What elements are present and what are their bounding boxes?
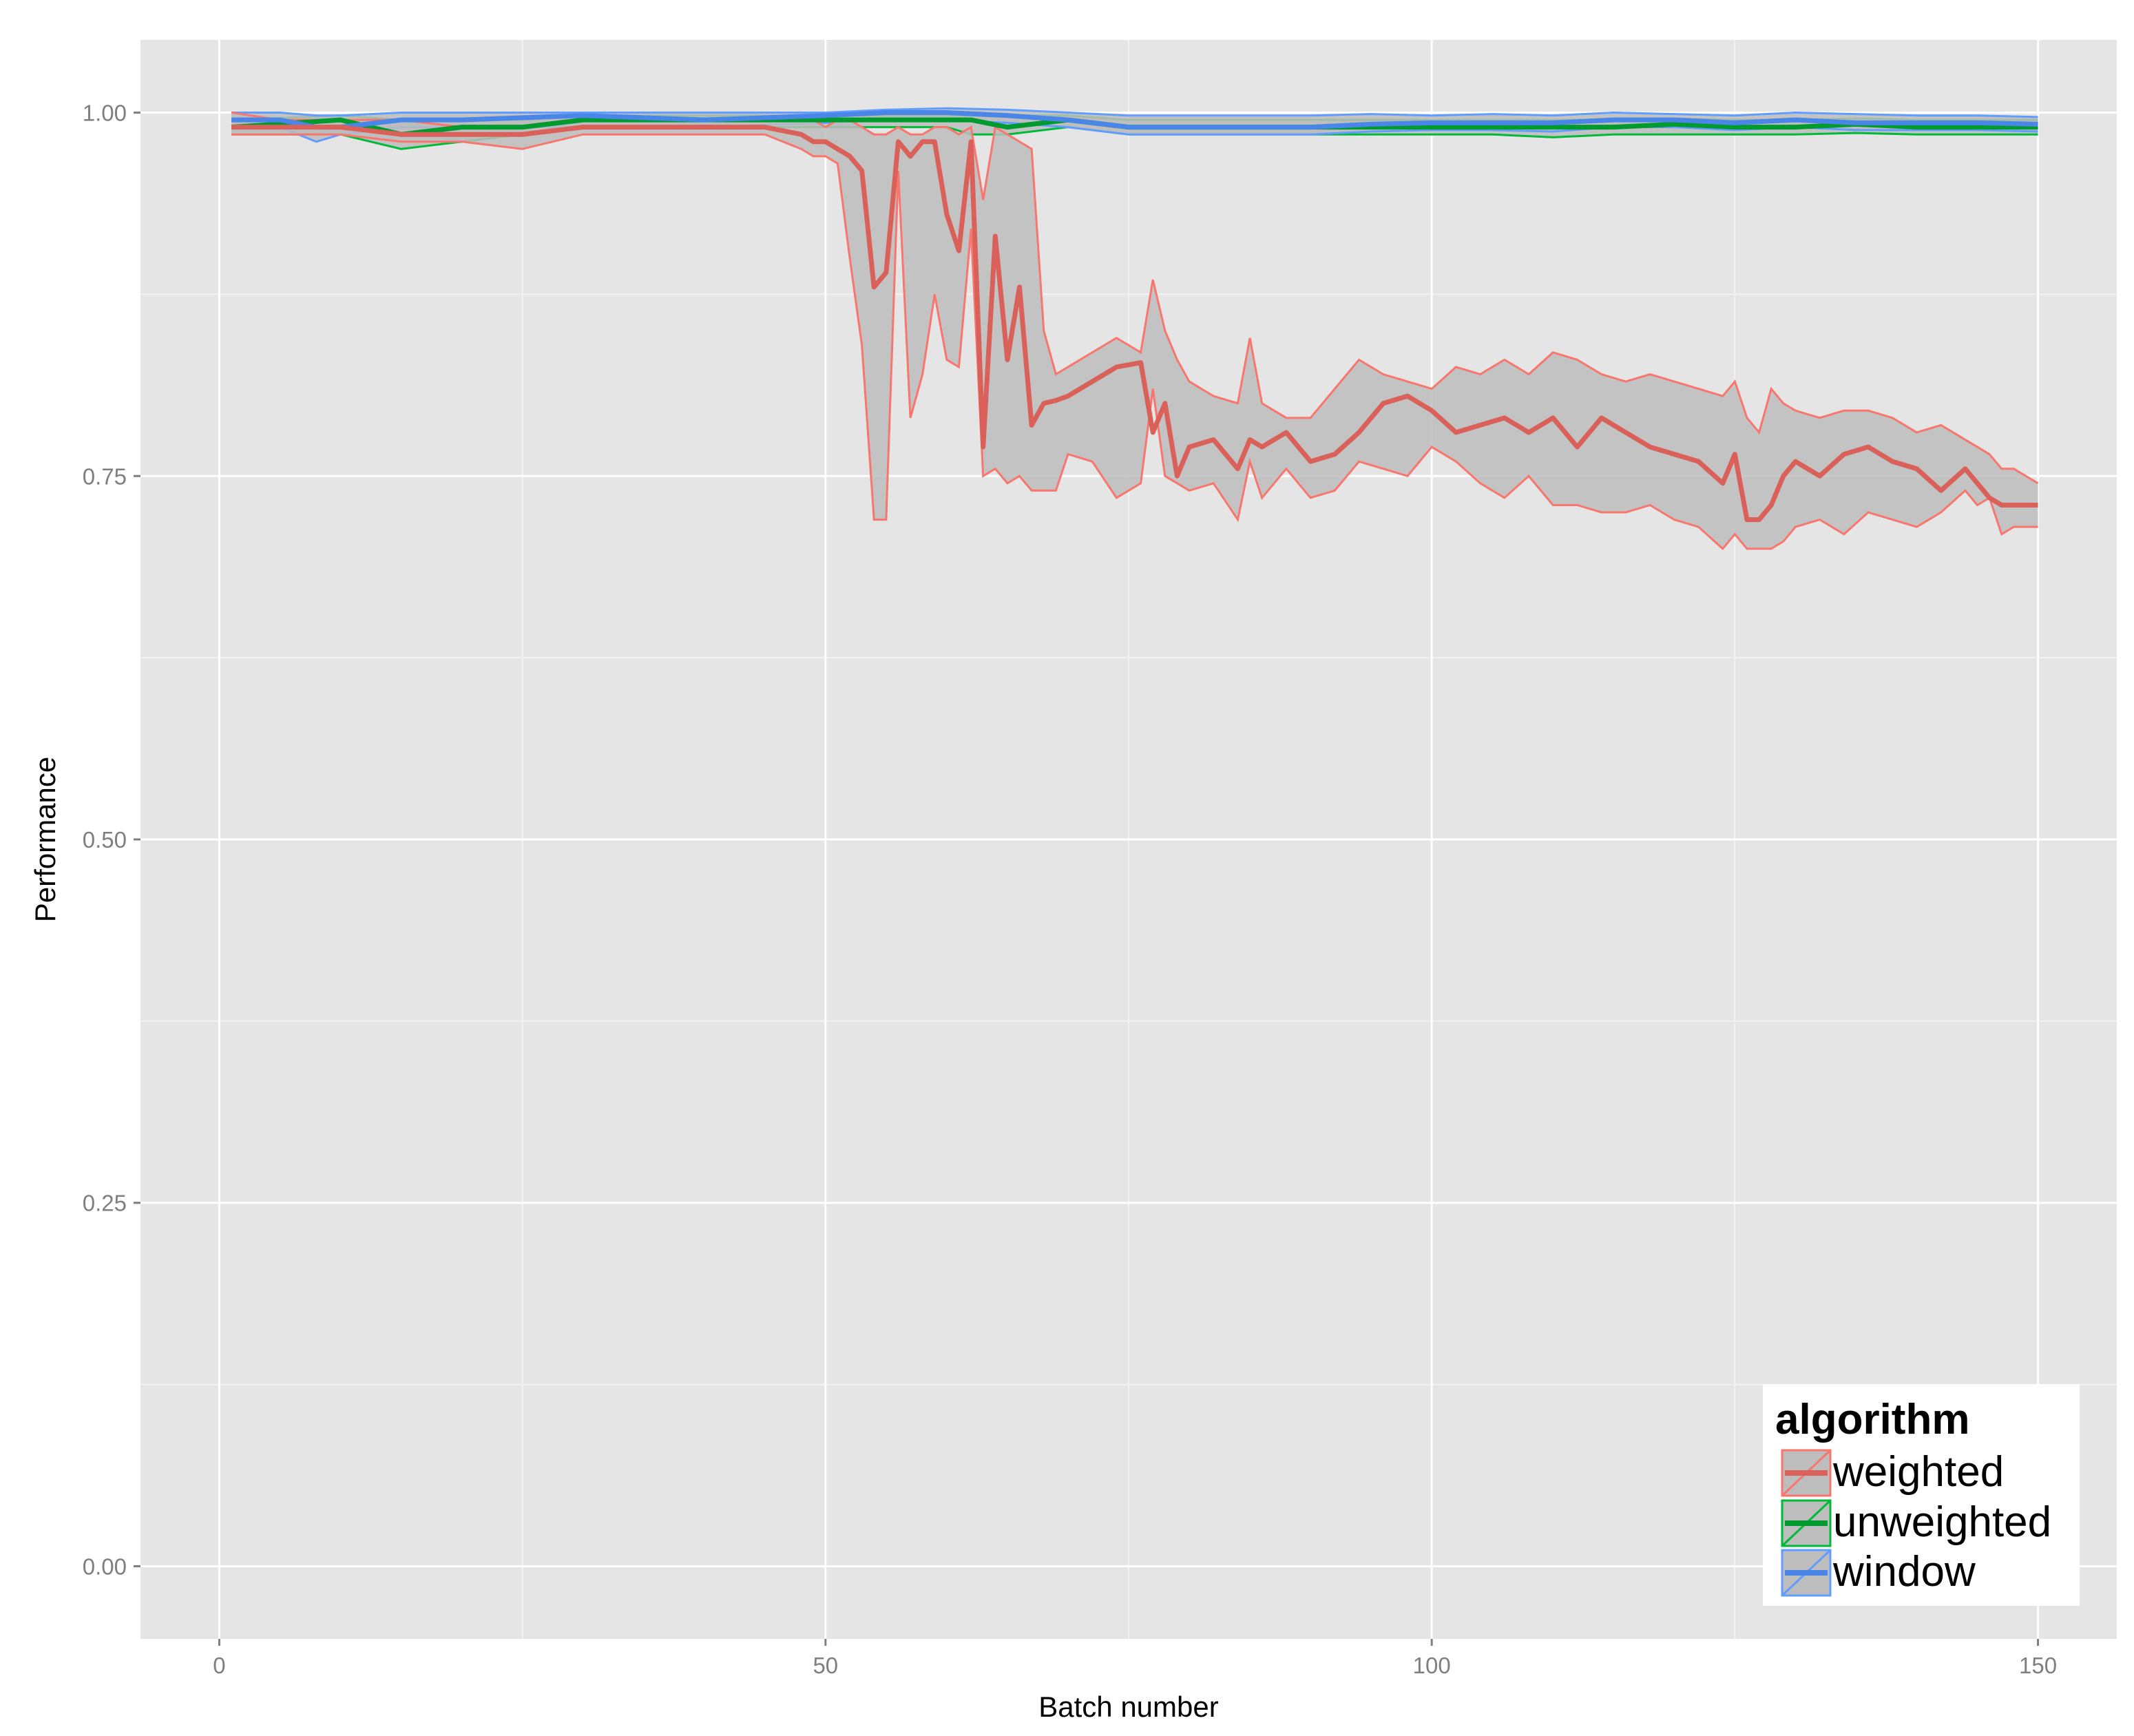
upper-bound-window bbox=[231, 107, 2038, 118]
legend-keys bbox=[1781, 1449, 1832, 1597]
legend-label-window: window bbox=[1832, 1548, 1976, 1596]
legend-title: algorithm bbox=[1775, 1396, 1969, 1443]
y-axis-title: Performance bbox=[29, 757, 61, 922]
lower-bound-weighted bbox=[231, 133, 2038, 550]
mean-line-weighted bbox=[231, 125, 2038, 523]
x-tick-label: 100 bbox=[1413, 1653, 1451, 1678]
x-tick-label: 0 bbox=[213, 1653, 225, 1678]
y-tick-label: 0.25 bbox=[83, 1191, 127, 1216]
y-tick-label: 1.00 bbox=[83, 101, 127, 126]
x-tick-label: 150 bbox=[2019, 1653, 2057, 1678]
y-tick-label: 0.50 bbox=[83, 827, 127, 853]
axis-ticks bbox=[134, 112, 2040, 1646]
x-axis-title: Batch number bbox=[1038, 1691, 1218, 1723]
legend-label-unweighted: unweighted bbox=[1833, 1498, 2051, 1546]
mean-lines bbox=[231, 110, 2038, 523]
legend: algorithm weighted unweighted window bbox=[1763, 1384, 2080, 1606]
x-tick-label: 50 bbox=[813, 1653, 838, 1678]
mean-line-window bbox=[231, 110, 2038, 130]
y-tick-label: 0.75 bbox=[83, 463, 127, 489]
y-tick-label: 0.00 bbox=[83, 1554, 127, 1579]
tick-labels: 0 50 100 150 0.00 0.25 0.50 0.75 1.00 bbox=[83, 101, 2057, 1678]
legend-label-weighted: weighted bbox=[1832, 1448, 2004, 1496]
